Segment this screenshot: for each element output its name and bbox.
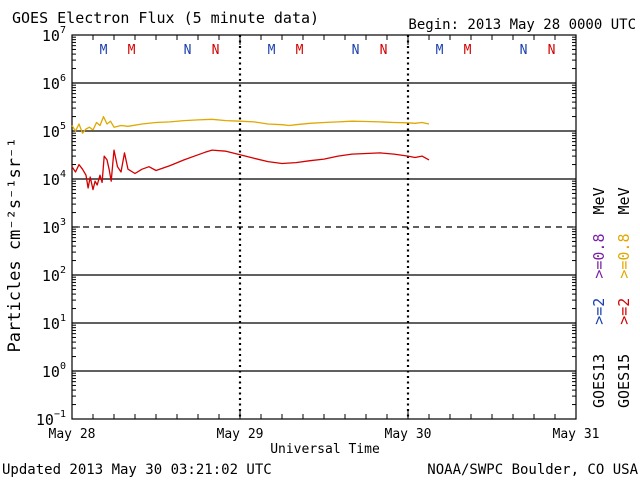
y-tick-label: 103 (42, 217, 66, 237)
legend-goes15-08mev: >=0.8 (615, 234, 633, 279)
legend-goes13: GOES13 >=2 >=0.8 MeV (590, 187, 608, 408)
legend-goes13-2mev: >=2 (590, 298, 608, 325)
series-line (71, 149, 430, 191)
svg-text:GOES15 >=2 >=0.8: GOES15 >=2 >=0.8 MeV (615, 187, 633, 408)
y-tick-label: 10−1 (36, 409, 66, 429)
marker-label: N (548, 43, 556, 58)
x-tick-label: May 29 (217, 427, 264, 442)
legend-goes15-mev: MeV (615, 187, 633, 214)
day-separators (238, 35, 410, 419)
y-tick-label: 106 (42, 73, 66, 93)
marker-label: N (212, 43, 220, 58)
y-tick-label: 101 (42, 313, 66, 333)
marker-label: N (380, 43, 388, 58)
grid-lines (72, 82, 576, 372)
marker-label: M (268, 43, 276, 58)
marker-label: M (464, 43, 472, 58)
x-axis-ticks: May 28 May 29 May 30 May 31 (49, 35, 600, 442)
legend-goes13-label: GOES13 (590, 354, 608, 408)
x-tick-label: May 31 (553, 427, 600, 442)
y-tick-label: 105 (42, 121, 66, 141)
y-axis-label: Particles cm⁻²s⁻¹sr⁻¹ (5, 138, 25, 353)
marker-label: M (128, 43, 136, 58)
y-tick-label: 100 (42, 361, 66, 381)
legend-goes15-2mev: >=2 (615, 298, 633, 325)
begin-time: Begin: 2013 May 28 0000 UTC (408, 17, 636, 33)
x-axis-label: Universal Time (270, 442, 380, 457)
chart-title: GOES Electron Flux (5 minute data) (12, 9, 319, 27)
series-line (71, 115, 430, 134)
source-credit: NOAA/SWPC Boulder, CO USA (427, 462, 638, 478)
y-tick-label: 107 (42, 25, 66, 45)
legend-goes13-mev: MeV (590, 187, 608, 214)
marker-label: N (520, 43, 528, 58)
x-tick-label: May 30 (385, 427, 432, 442)
y-axis-ticks: 107 106 105 104 103 102 101 100 10−1 (36, 25, 576, 429)
marker-label: N (352, 43, 360, 58)
series-lines (71, 115, 430, 191)
marker-label: N (184, 43, 192, 58)
marker-label: M (436, 43, 444, 58)
plot-frame (71, 34, 577, 420)
y-tick-label: 104 (42, 169, 66, 189)
legend-goes13-08mev: >=0.8 (590, 234, 608, 279)
marker-label: M (100, 43, 108, 58)
x-tick-label: May 28 (49, 427, 96, 442)
legend-goes15-label: GOES15 (615, 354, 633, 408)
svg-text:GOES13 >=2 >=0.8: GOES13 >=2 >=0.8 MeV (590, 187, 608, 408)
marker-label: M (296, 43, 304, 58)
updated-time: Updated 2013 May 30 03:21:02 UTC (2, 462, 272, 478)
legend-goes15: GOES15 >=2 >=0.8 MeV (615, 187, 633, 408)
y-tick-label: 102 (42, 265, 66, 285)
